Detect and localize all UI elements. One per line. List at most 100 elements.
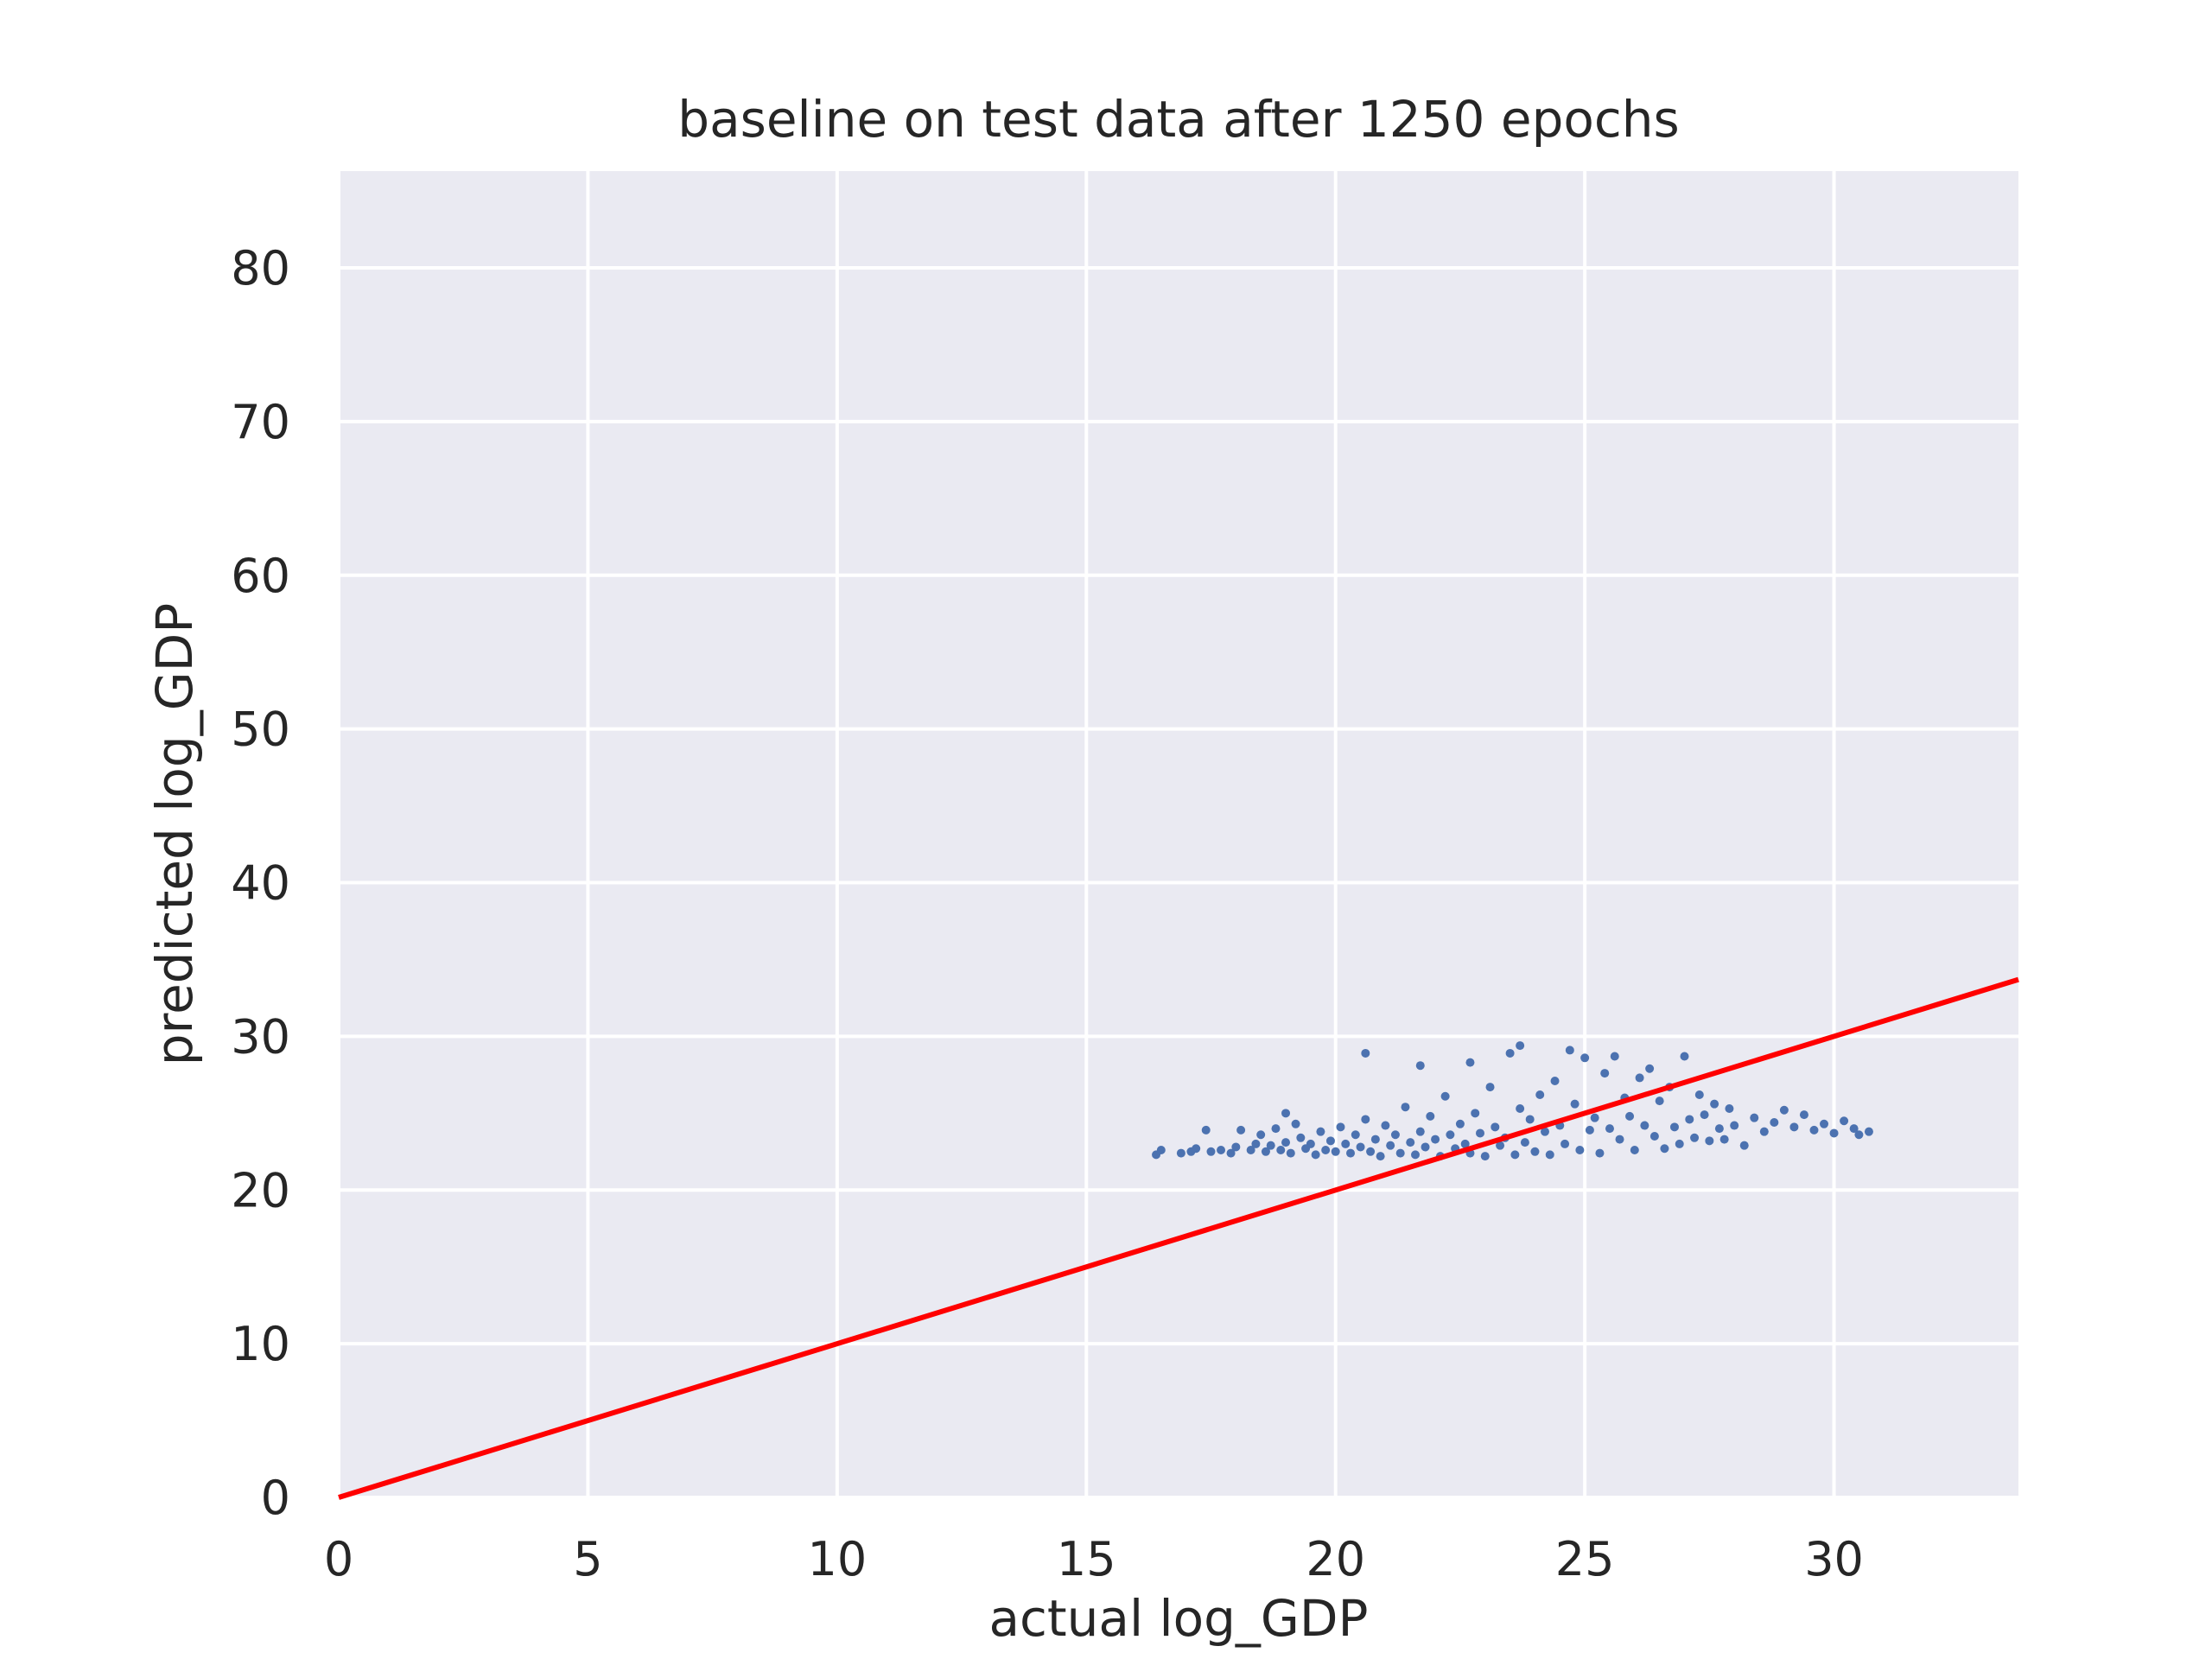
scatter-point [1496, 1141, 1505, 1150]
scatter-point [1271, 1124, 1281, 1134]
y-tick-label: 20 [231, 1163, 290, 1217]
plot-background [339, 171, 2018, 1497]
scatter-point [1610, 1052, 1619, 1061]
scatter-point [1590, 1113, 1599, 1122]
scatter-point [1226, 1148, 1236, 1158]
scatter-point [1565, 1046, 1574, 1055]
scatter-point [1660, 1144, 1669, 1154]
scatter-point [1336, 1122, 1345, 1132]
scatter-point [1530, 1147, 1540, 1156]
scatter-point [1471, 1109, 1480, 1118]
scatter-point [1446, 1130, 1455, 1140]
scatter-point [1440, 1091, 1450, 1101]
scatter-point [1246, 1146, 1255, 1155]
scatter-point [1311, 1150, 1320, 1160]
chart-title: baseline on test data after 1250 epochs [677, 90, 1680, 149]
scatter-point [1525, 1115, 1535, 1124]
x-tick-label: 30 [1804, 1532, 1864, 1586]
scatter-point [1370, 1135, 1380, 1144]
x-tick-labels: 0 5 10 15 20 25 30 [324, 1532, 1864, 1586]
scatter-point [1864, 1127, 1873, 1136]
scatter-point [1680, 1052, 1689, 1061]
scatter-point [1540, 1127, 1549, 1136]
scatter-point [1475, 1128, 1484, 1138]
scatter-point [1730, 1121, 1739, 1130]
scatter-point [1580, 1053, 1590, 1063]
scatter-point [1820, 1119, 1829, 1128]
x-tick-label: 5 [573, 1532, 602, 1586]
scatter-point [1366, 1147, 1376, 1156]
scatter-point [1331, 1147, 1340, 1156]
scatter-point [1505, 1048, 1515, 1058]
scatter-point [1480, 1152, 1490, 1161]
scatter-point [1714, 1124, 1724, 1134]
scatter-point [1585, 1125, 1594, 1135]
scatter-point [1281, 1109, 1291, 1118]
scatter-point [1266, 1141, 1275, 1150]
scatter-point [1376, 1152, 1385, 1161]
scatter-point [1710, 1099, 1719, 1109]
scatter-point [1156, 1146, 1166, 1155]
scatter-point [1649, 1132, 1659, 1141]
scatter-point [1236, 1125, 1246, 1135]
y-tick-label: 40 [231, 856, 290, 911]
scatter-point [1465, 1058, 1475, 1067]
scatter-point [1595, 1148, 1605, 1158]
scatter-point [1406, 1138, 1415, 1147]
scatter-point [1675, 1139, 1684, 1148]
scatter-point [1690, 1133, 1700, 1142]
scatter-point [1829, 1128, 1839, 1138]
scatter-point [1390, 1130, 1400, 1140]
scatter-point [1605, 1124, 1614, 1134]
scatter-point [1361, 1115, 1370, 1124]
scatter-point [1217, 1146, 1226, 1155]
scatter-point [1809, 1125, 1819, 1135]
scatter-point [1849, 1124, 1859, 1134]
scatter-point [1431, 1135, 1440, 1144]
scatter-point [1346, 1148, 1356, 1158]
scatter-point [1570, 1099, 1580, 1109]
x-tick-label: 25 [1555, 1532, 1615, 1586]
x-axis-title: actual log_GDP [988, 1589, 1368, 1648]
scatter-point [1615, 1135, 1624, 1144]
y-tick-label: 50 [231, 702, 290, 757]
scatter-point [1206, 1147, 1216, 1156]
scatter-point [1669, 1122, 1679, 1132]
scatter-point [1176, 1148, 1185, 1158]
scatter-point [1510, 1150, 1520, 1160]
scatter-point [1750, 1113, 1759, 1122]
scatter-point [1281, 1138, 1291, 1147]
y-tick-label: 0 [261, 1471, 290, 1525]
x-tick-label: 20 [1306, 1532, 1365, 1586]
scatter-points [1152, 1041, 1873, 1161]
scatter-point [1635, 1073, 1644, 1083]
y-tick-label: 70 [231, 395, 290, 449]
scatter-point [1770, 1118, 1779, 1128]
scatter-point [1485, 1083, 1495, 1092]
scatter-point [1491, 1122, 1500, 1132]
scatter-point [1356, 1142, 1365, 1152]
scatter-point [1694, 1090, 1704, 1099]
scatter-point [1630, 1146, 1639, 1155]
scatter-point [1625, 1111, 1635, 1121]
scatter-point [1719, 1135, 1729, 1144]
scatter-point [1516, 1041, 1525, 1051]
scatter-point [1550, 1076, 1560, 1085]
grid-lines [337, 171, 2018, 1499]
scatter-point [1421, 1142, 1430, 1152]
scatter-point [1779, 1105, 1789, 1115]
y-tick-label: 10 [231, 1317, 290, 1371]
scatter-point [1306, 1139, 1315, 1148]
scatter-point [1286, 1148, 1295, 1158]
scatter-point [1401, 1103, 1410, 1112]
scatter-point [1201, 1125, 1211, 1135]
scatter-point [1789, 1122, 1799, 1132]
y-axis-title: predicted log_GDP [145, 603, 204, 1066]
scatter-point [1759, 1127, 1769, 1136]
scatter-point [1545, 1150, 1554, 1160]
scatter-point [1700, 1110, 1709, 1120]
y-tick-label: 30 [231, 1009, 290, 1064]
reference-line [338, 976, 2019, 1500]
scatter-point [1411, 1150, 1421, 1160]
